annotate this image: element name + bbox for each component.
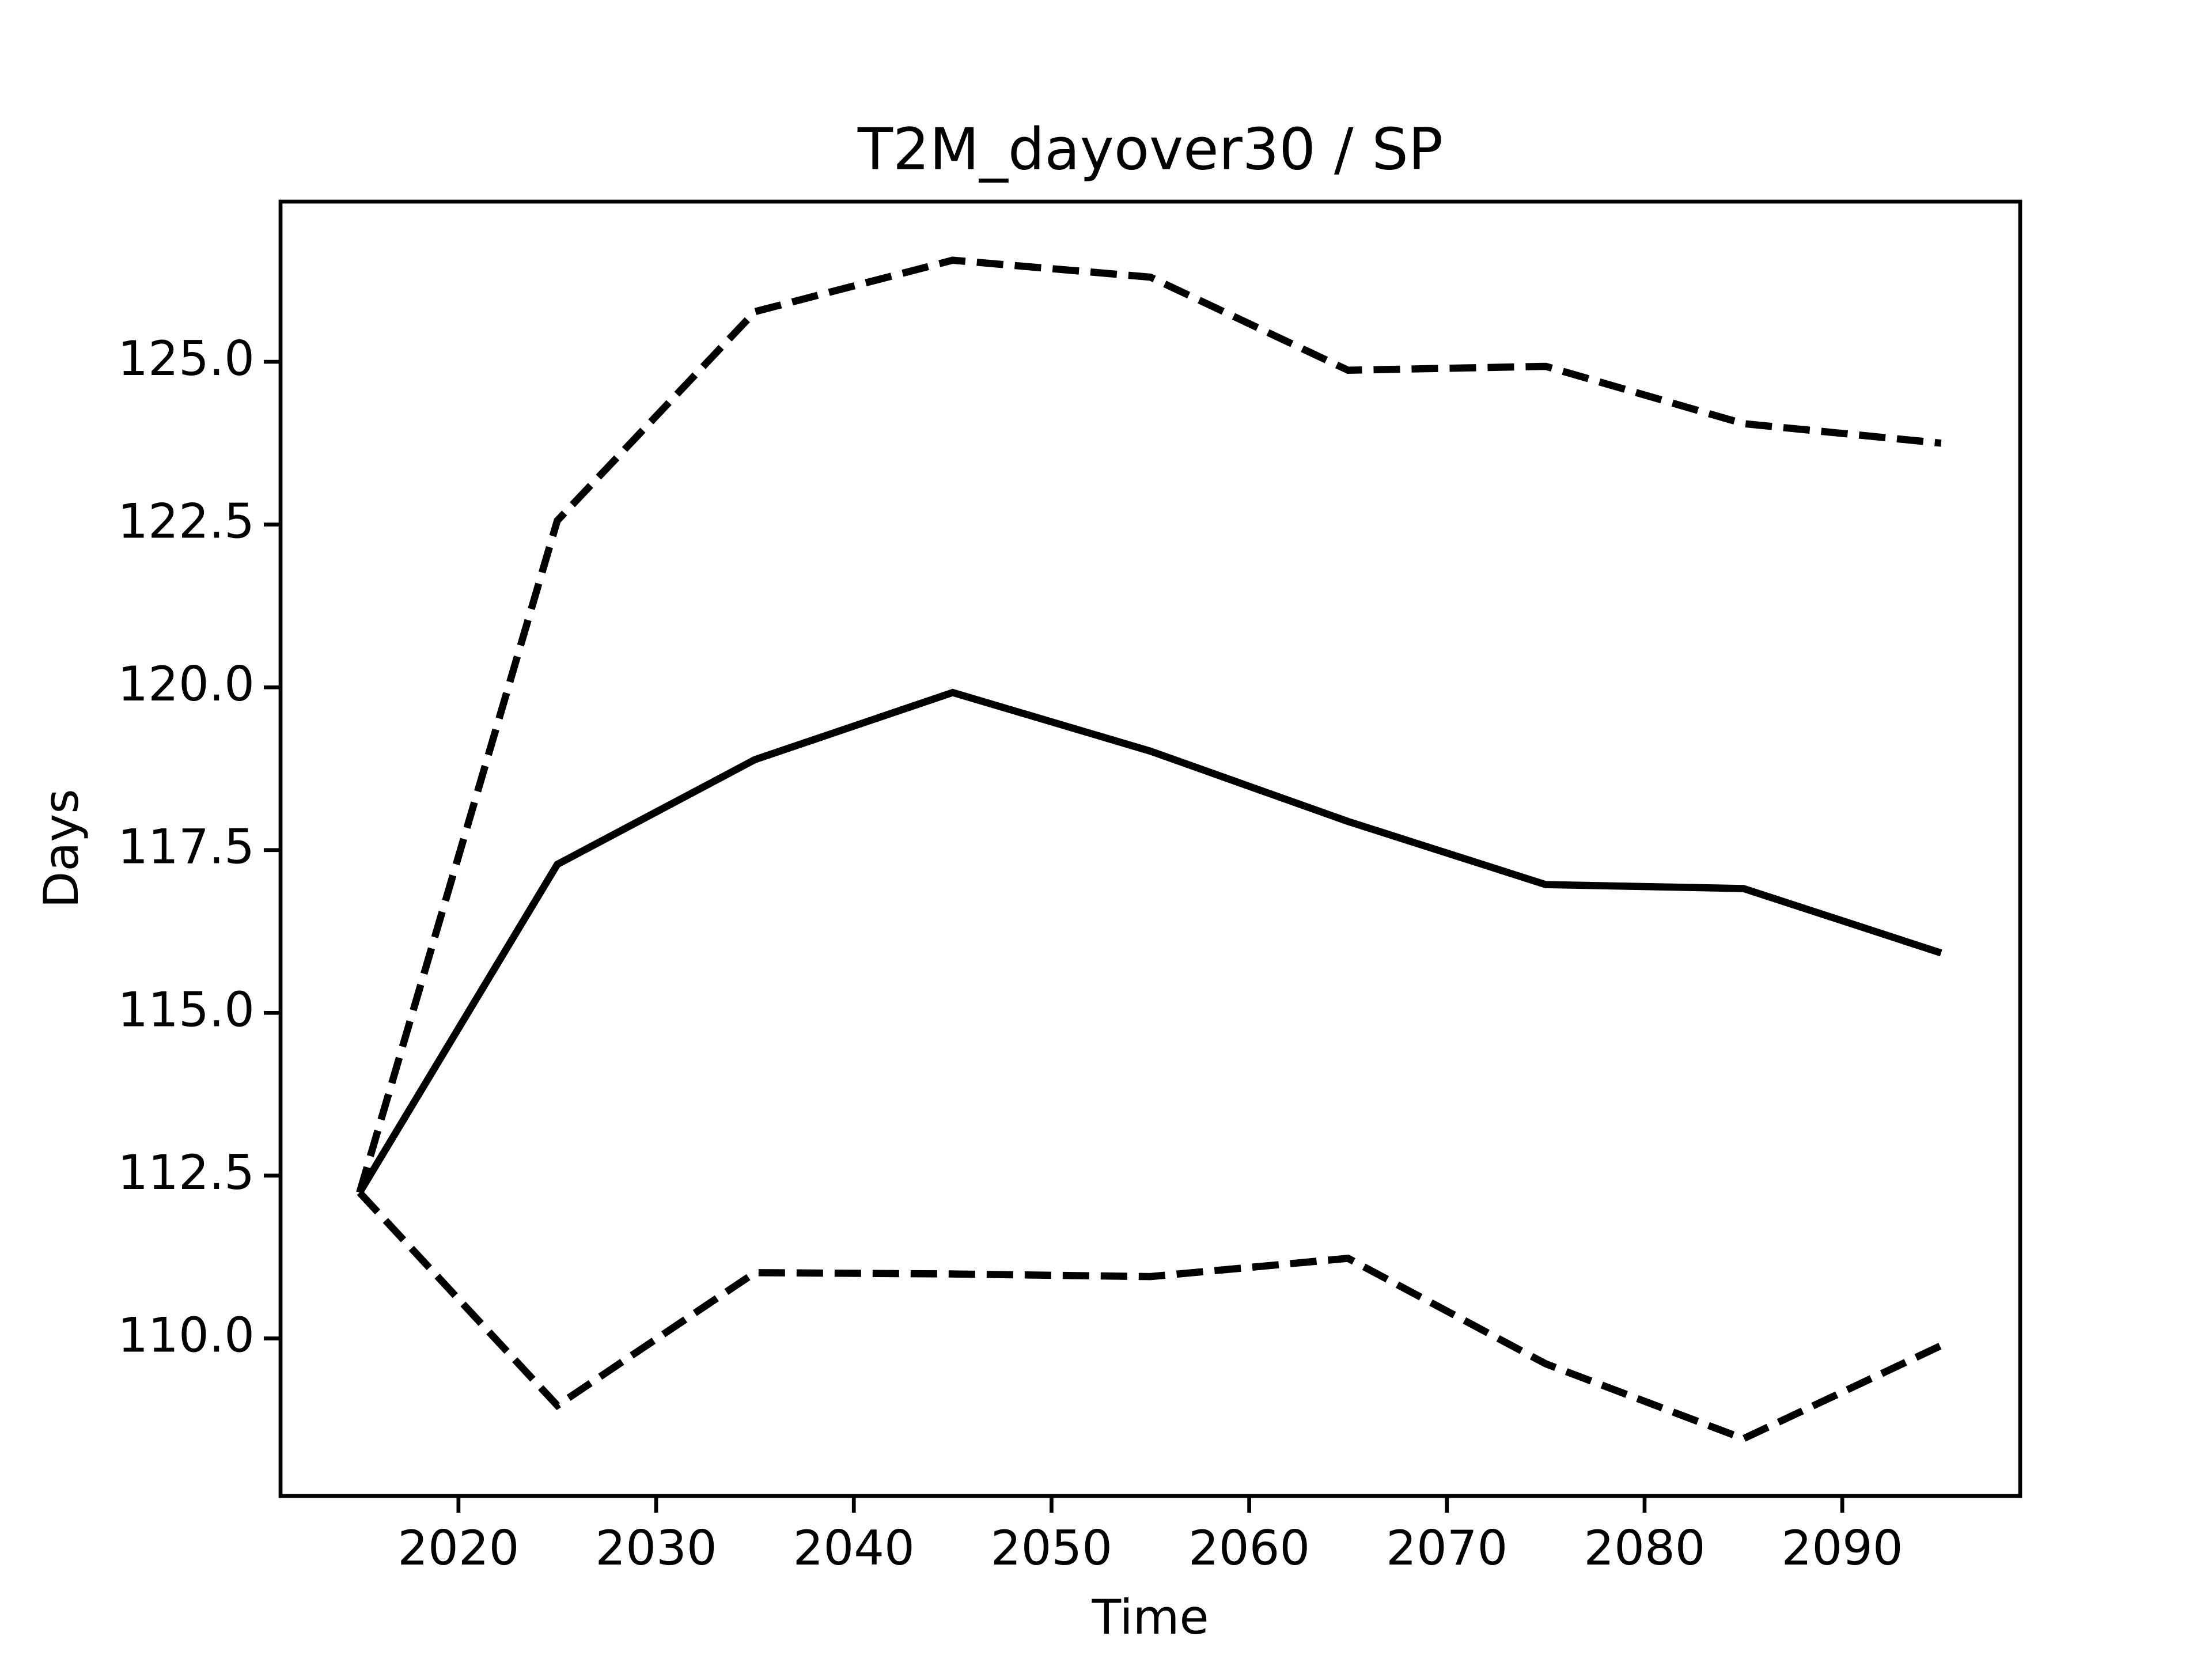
series-line xyxy=(356,688,1942,1195)
x-tick-label: 2090 xyxy=(1782,1520,1903,1576)
y-tick-label: 112.5 xyxy=(118,1145,255,1200)
y-tick-label: 125.0 xyxy=(118,331,255,387)
x-tick-label: 2020 xyxy=(397,1520,519,1576)
y-tick-label: 110.0 xyxy=(118,1307,255,1363)
y-tick-label: 115.0 xyxy=(118,982,255,1037)
x-tick-label: 2080 xyxy=(1584,1520,1705,1576)
y-tick-label: 120.0 xyxy=(118,656,255,712)
x-tick-label: 2050 xyxy=(991,1520,1112,1576)
y-tick-label: 122.5 xyxy=(118,494,255,550)
y-axis-label: Days xyxy=(33,789,89,908)
x-axis-label: Time xyxy=(1091,1589,1209,1645)
x-tick-label: 2030 xyxy=(595,1520,717,1576)
x-tick-label: 2070 xyxy=(1386,1520,1508,1576)
x-tick-label: 2040 xyxy=(793,1520,915,1576)
y-tick-label: 117.5 xyxy=(118,819,255,875)
x-tick-label: 2060 xyxy=(1188,1520,1310,1576)
plot-frame xyxy=(278,199,2022,1498)
series-line xyxy=(356,256,1942,1194)
chart-title: T2M_dayover30 / SP xyxy=(857,115,1443,183)
series-line xyxy=(357,1190,1943,1443)
